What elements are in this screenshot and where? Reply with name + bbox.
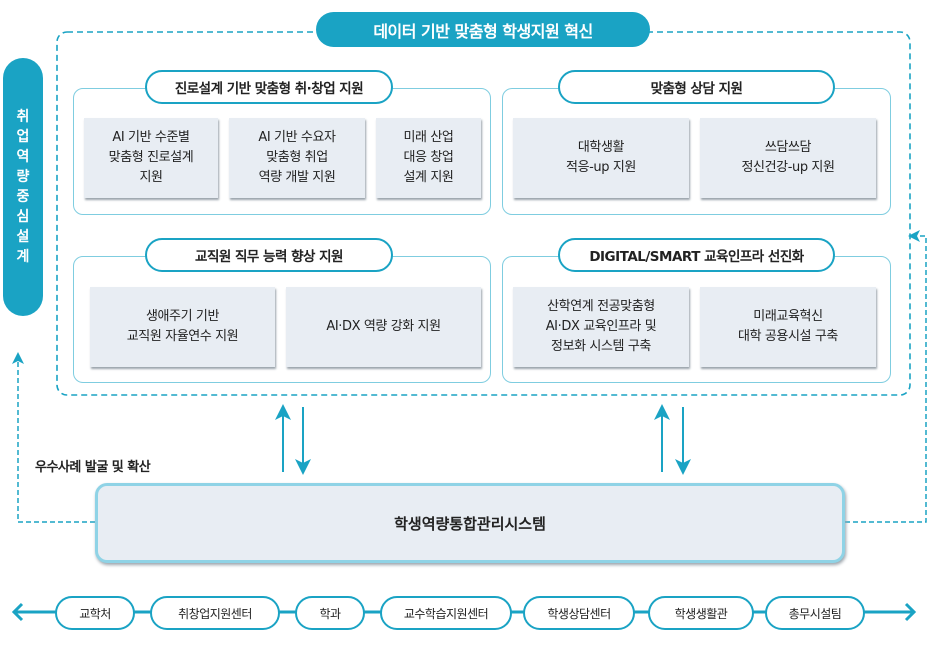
department-pill: 총무시설팀 <box>765 596 865 630</box>
quadrant-title: 진로설계 기반 맞춤형 취·창업 지원 <box>145 70 393 104</box>
card: 쓰담쓰담 정신건강-up 지원 <box>700 118 876 198</box>
card: 대학생활 적응-up 지원 <box>513 118 689 198</box>
card: 미래 산업 대응 창업 설계 지원 <box>376 118 481 198</box>
department-pill: 학생상담센터 <box>523 596 635 630</box>
arrow-right-icon <box>904 602 917 622</box>
feedback-dashed-left <box>12 352 95 523</box>
side-char: 역 <box>16 149 30 165</box>
department-pill: 교수학습지원센터 <box>380 596 512 630</box>
side-char: 중 <box>16 189 30 205</box>
department-pill: 학과 <box>295 596 365 630</box>
card: 생애주기 기반 교직원 자율연수 지원 <box>90 287 275 367</box>
side-char: 계 <box>16 249 30 265</box>
main-title: 데이터 기반 맞춤형 학생지원 혁신 <box>316 12 650 47</box>
side-char: 설 <box>16 229 30 245</box>
department-pill: 학생생활관 <box>648 596 754 630</box>
side-char: 업 <box>16 129 30 145</box>
quadrant-title: 맞춤형 상담 지원 <box>558 70 835 104</box>
side-char: 취 <box>16 109 30 125</box>
outer-dashed-frame <box>56 31 911 396</box>
card: 미래교육혁신 대학 공용시설 구축 <box>700 287 876 367</box>
arrow-left-icon <box>11 602 24 622</box>
card: AI·DX 역량 강화 지원 <box>286 287 481 367</box>
quadrant-title: 교직원 직무 능력 향상 지원 <box>145 238 393 272</box>
department-pill: 교학처 <box>55 596 135 630</box>
card: AI 기반 수요자 맞춤형 취업 역량 개발 지원 <box>229 118 365 198</box>
side-label: 취 업 역 량 중 심 설 계 <box>3 58 43 316</box>
feedback-dashed-right <box>845 230 927 523</box>
side-char: 심 <box>16 209 30 225</box>
system-box: 학생역량통합관리시스템 <box>95 483 845 563</box>
feedback-label: 우수사례 발굴 및 확산 <box>35 460 151 475</box>
card: AI 기반 수준별 맞춤형 진로설계 지원 <box>84 118 218 198</box>
quadrant-title: DIGITAL/SMART 교육인프라 선진화 <box>558 238 835 272</box>
side-char: 량 <box>16 169 30 185</box>
card: 산학연계 전공맞춤형 AI·DX 교육인프라 및 정보화 시스템 구축 <box>513 287 689 367</box>
department-pill: 취창업지원센터 <box>150 596 280 630</box>
